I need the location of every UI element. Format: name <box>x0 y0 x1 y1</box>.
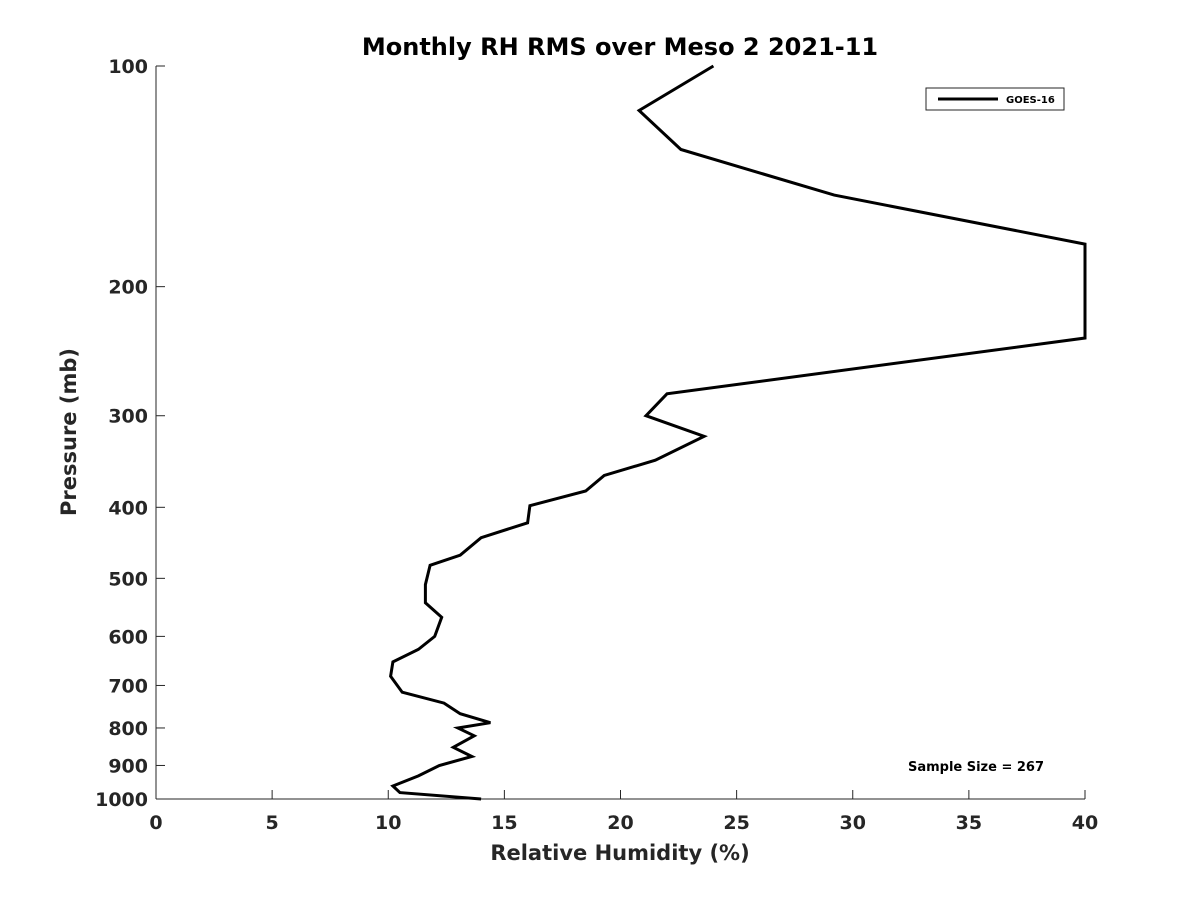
y-axis-label: Pressure (mb) <box>57 348 81 516</box>
x-tick-label: 5 <box>266 812 279 834</box>
y-tick-label: 900 <box>108 755 148 777</box>
x-axis-ticks: 0 5 10 15 20 25 30 35 40 <box>149 790 1098 834</box>
sample-size-annotation: Sample Size = 267 <box>908 760 1044 775</box>
y-tick-label: 600 <box>108 626 148 648</box>
x-tick-label: 10 <box>375 812 401 834</box>
y-tick-label: 400 <box>108 497 148 519</box>
x-tick-label: 15 <box>491 812 517 834</box>
y-tick-label: 1000 <box>95 789 148 811</box>
chart-title: Monthly RH RMS over Meso 2 2021-11 <box>362 33 878 61</box>
x-tick-label: 40 <box>1072 812 1098 834</box>
series-line-goes-16 <box>389 64 1087 801</box>
x-tick-label: 35 <box>956 812 982 834</box>
y-tick-label: 300 <box>108 406 148 428</box>
legend: GOES-16 <box>925 87 1065 111</box>
y-tick-label: 800 <box>108 718 148 740</box>
y-tick-label: 200 <box>108 277 148 299</box>
x-tick-label: 25 <box>723 812 749 834</box>
y-tick-label: 700 <box>108 675 148 697</box>
x-tick-label: 0 <box>149 812 162 834</box>
x-tick-label: 30 <box>840 812 866 834</box>
x-tick-label: 20 <box>607 812 633 834</box>
y-tick-label: 100 <box>108 56 148 78</box>
y-axis-ticks: 100 200 300 400 500 600 700 800 900 1000 <box>95 56 165 811</box>
series-layer <box>389 64 1087 801</box>
y-tick-label: 500 <box>108 568 148 590</box>
legend-label-goes-16: GOES-16 <box>1006 95 1055 106</box>
x-axis-label: Relative Humidity (%) <box>490 841 749 865</box>
